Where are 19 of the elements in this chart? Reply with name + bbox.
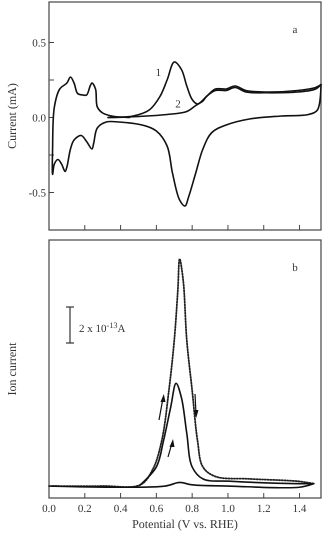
x-tick-label: 0.2 [78, 503, 92, 515]
annotation: a [292, 24, 298, 36]
x-tick-label: 1.2 [256, 503, 271, 515]
x-axis-title: Potential (V vs. RHE) [132, 517, 238, 531]
y-axis-title: Ion current [5, 342, 19, 396]
x-tick-label: 0.6 [149, 503, 164, 515]
y-tick-label: 0.0 [32, 112, 46, 124]
annotation: b [292, 262, 298, 274]
x-tick-label: 1.0 [221, 503, 236, 515]
y-tick-label: 0.5 [32, 38, 46, 50]
y-axis-title: Current (mA) [5, 83, 19, 149]
y-tick-label: -0.5 [28, 188, 46, 200]
x-tick-label: 1.4 [292, 503, 307, 515]
x-tick-label: 0.4 [114, 503, 128, 515]
series-label: 2 [175, 98, 181, 110]
annotation: 2 x 10$^{-13}$A [79, 320, 126, 335]
x-tick-label: 0.8 [185, 503, 200, 515]
series-label: 1 [156, 67, 162, 79]
x-tick-label: 0.0 [42, 503, 56, 515]
